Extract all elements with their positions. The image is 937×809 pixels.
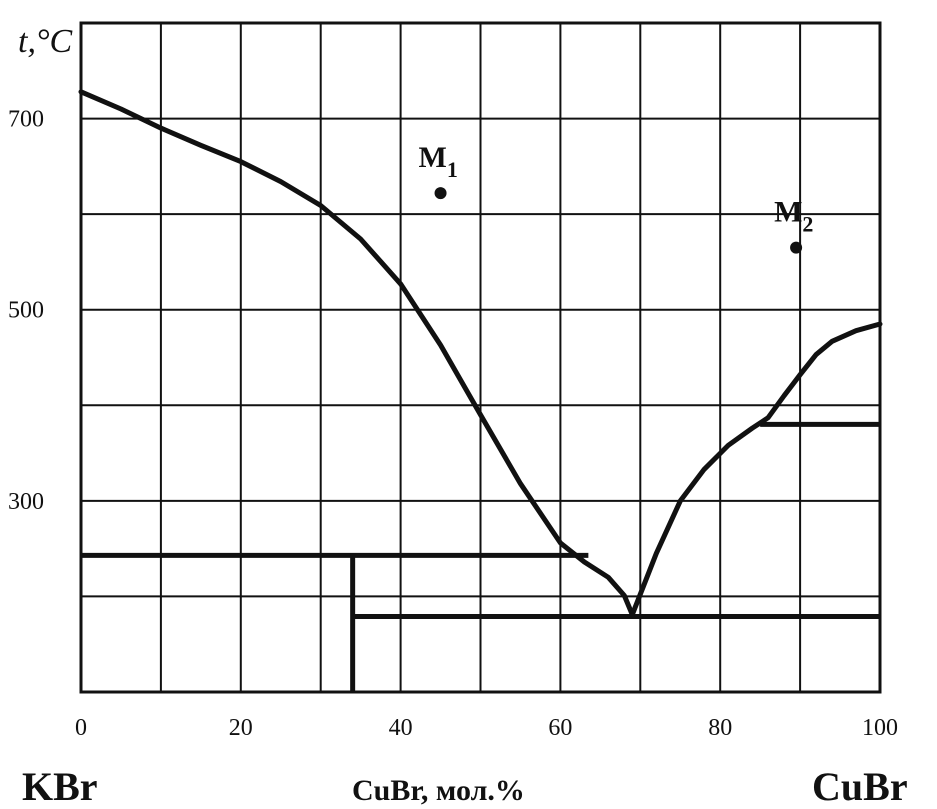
point-label: M2: [774, 196, 813, 237]
x-tick-label: 100: [862, 715, 898, 741]
y-tick-label: 500: [8, 298, 44, 324]
liquidus-curves: [78, 89, 883, 618]
y-axis-label: t,°C: [18, 23, 73, 60]
y-tick-label: 700: [8, 107, 44, 133]
liquidus-curve-1: [78, 89, 635, 618]
left-component-label: KBr: [22, 764, 98, 809]
point-label: M1: [419, 141, 458, 182]
x-tick-label: 60: [548, 715, 572, 741]
x-tick-label: 0: [75, 715, 87, 741]
right-component-label: CuBr: [812, 764, 908, 809]
vertical-grid-lines: [80, 23, 881, 692]
y-tick-labels: 300 500 700: [8, 107, 44, 515]
x-tick-label: 40: [389, 715, 413, 741]
x-tick-label: 80: [708, 715, 732, 741]
horizontal-phase-lines: [81, 421, 880, 619]
plot-frame: [79, 21, 882, 694]
marked-points: M1 M2: [419, 141, 813, 254]
x-axis-label: CuBr, мол.%: [352, 774, 525, 807]
y-tick-label: 300: [8, 489, 44, 515]
point-marker: [434, 187, 447, 200]
x-tick-label: 20: [229, 715, 253, 741]
point-marker: [790, 241, 803, 254]
liquidus-curve-2: [629, 321, 883, 618]
x-tick-labels: 0 20 40 60 80 100: [75, 715, 898, 741]
